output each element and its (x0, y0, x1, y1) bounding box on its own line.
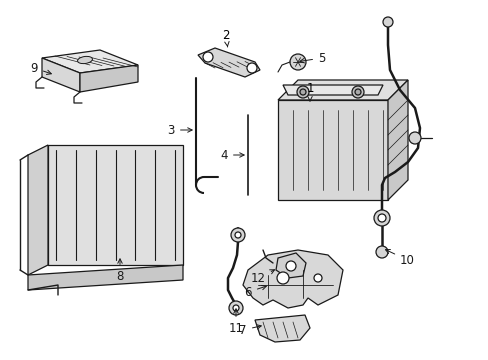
Text: 12: 12 (250, 270, 274, 284)
Circle shape (296, 86, 308, 98)
Circle shape (299, 89, 305, 95)
Polygon shape (278, 80, 407, 100)
Circle shape (230, 228, 244, 242)
Circle shape (228, 301, 243, 315)
Circle shape (408, 132, 420, 144)
Circle shape (351, 86, 363, 98)
Circle shape (313, 274, 321, 282)
Text: 2: 2 (222, 28, 229, 47)
Polygon shape (387, 80, 407, 200)
Circle shape (203, 52, 213, 62)
Polygon shape (42, 50, 138, 73)
Text: 7: 7 (239, 324, 261, 337)
Circle shape (354, 89, 360, 95)
Polygon shape (48, 145, 183, 265)
Text: 11: 11 (228, 309, 243, 335)
Text: 10: 10 (385, 249, 414, 266)
Circle shape (382, 17, 392, 27)
Polygon shape (275, 253, 305, 278)
Circle shape (373, 210, 389, 226)
Circle shape (377, 214, 385, 222)
Circle shape (246, 63, 257, 73)
Text: 3: 3 (167, 123, 192, 136)
Circle shape (276, 272, 288, 284)
Text: 5: 5 (299, 51, 325, 64)
Polygon shape (198, 48, 260, 77)
Text: 9: 9 (30, 62, 51, 75)
Text: 8: 8 (116, 259, 123, 283)
Text: 6: 6 (244, 285, 266, 298)
Circle shape (285, 261, 295, 271)
Text: 4: 4 (220, 149, 244, 162)
Polygon shape (28, 145, 48, 275)
Text: 1: 1 (305, 81, 313, 101)
Circle shape (289, 54, 305, 70)
Ellipse shape (78, 57, 92, 64)
Circle shape (375, 246, 387, 258)
Circle shape (232, 305, 239, 311)
Polygon shape (278, 100, 387, 200)
Polygon shape (28, 265, 183, 290)
Polygon shape (254, 315, 309, 342)
Polygon shape (283, 85, 382, 95)
Polygon shape (243, 250, 342, 308)
Polygon shape (42, 58, 80, 92)
Circle shape (235, 232, 241, 238)
Polygon shape (80, 65, 138, 92)
